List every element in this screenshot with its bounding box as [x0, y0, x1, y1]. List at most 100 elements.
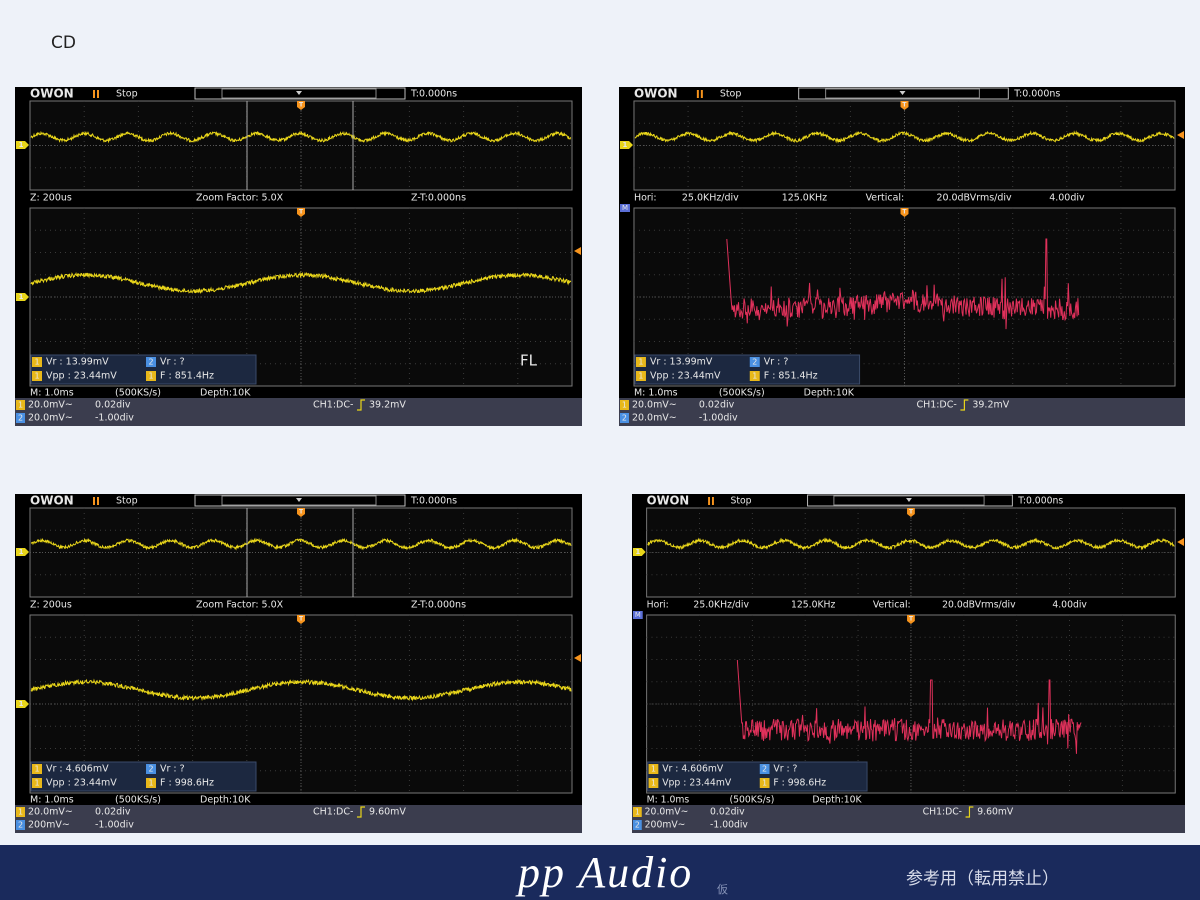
status-text: Depth:10K [200, 795, 251, 806]
zoom-waveform [30, 678, 572, 702]
trigger-time: T:0.000ns [410, 496, 457, 507]
channel-marker [16, 293, 29, 301]
channel-badge [648, 764, 659, 774]
brand-sub: 仮 [717, 883, 728, 896]
channel-badge-label: 1 [651, 764, 656, 773]
channel-badge [16, 413, 25, 423]
info-text: 125.0KHz [791, 599, 835, 610]
trigger-level: 9.60mV [369, 807, 406, 818]
info-text: Z-T:0.000ns [411, 600, 466, 611]
math-marker-label: M [635, 611, 641, 619]
bottom-bar [15, 398, 582, 426]
trigger-time: T:0.000ns [410, 89, 457, 100]
trigger-time: T:0.000ns [1017, 495, 1063, 506]
trigger-coupling: CH1:DC- [923, 806, 962, 817]
trigger-marker [900, 101, 909, 110]
pause-bar [700, 90, 703, 98]
trigger-marker [297, 101, 305, 110]
measurement: Vr : ? [160, 357, 185, 368]
pause-bar [708, 497, 711, 505]
measurement: Vr : ? [773, 763, 797, 774]
time-slider-window [221, 495, 377, 506]
trigger-marker-label: T [299, 616, 304, 623]
channel-marker [16, 141, 29, 149]
info-text: 4.00div [1049, 192, 1085, 203]
info-text: Vertical: [866, 192, 905, 203]
pause-bar [93, 497, 95, 505]
overview-waveform [30, 130, 572, 144]
status-text: M: 1.0ms [30, 795, 74, 806]
channel-badge-label: 1 [762, 778, 767, 787]
fft-spectrum [736, 659, 1082, 754]
trigger-level: 39.2mV [972, 399, 1009, 410]
channel-marker [632, 548, 646, 556]
oscilloscope-screen: OWON Stop T:0.000ns T 1 M T Hori: 25.0KHz/div 125… [632, 494, 1185, 833]
status-text: M: 1.0ms [634, 387, 678, 398]
run-state: Stop [731, 495, 752, 506]
channel-badge [32, 778, 42, 788]
bottom-bar [619, 398, 1185, 426]
measurement: Vr : ? [160, 764, 185, 775]
trigger-edge [960, 399, 969, 411]
measurement: Vr : ? [764, 356, 789, 367]
run-state: Stop [720, 88, 742, 99]
pause-bar [97, 497, 99, 505]
channel-offset: -1.00div [710, 819, 748, 830]
channel-badge [759, 778, 770, 788]
trigger-marker-label: T [299, 209, 304, 216]
measurement: F : 851.4Hz [160, 371, 214, 382]
channel-offset: 0.02div [699, 399, 735, 410]
trigger-marker-label: T [902, 208, 907, 215]
channel-badge-label: 1 [638, 371, 643, 380]
channel-badge-label: 2 [635, 820, 640, 829]
oscilloscope-screen: OWON Stop T:0.000ns T 1 1 T Z: 200us Zoom Factor… [15, 87, 582, 426]
trigger-marker-label: T [909, 509, 913, 515]
channel-badge [619, 413, 629, 423]
pause-bar [93, 90, 95, 98]
measure-box [30, 354, 257, 385]
logo: OWON [647, 494, 690, 508]
math-marker [619, 204, 630, 212]
channel-badge [32, 371, 42, 381]
channel-badge-label: 2 [18, 821, 23, 830]
channel-badge-label: 1 [34, 372, 39, 381]
channel-scale: 200mV~ [645, 819, 686, 830]
slider-pointer [906, 498, 912, 502]
bottom-bar [632, 805, 1185, 833]
channel-badge-label: 1 [18, 401, 23, 410]
trigger-marker-label: T [902, 101, 907, 108]
channel-marker-label: 1 [19, 548, 24, 556]
time-slider [194, 494, 406, 507]
channel-badge-label: 1 [752, 371, 757, 380]
fft-spectrum [726, 238, 1080, 330]
pause-bar [696, 90, 699, 98]
info-text: 4.00div [1052, 599, 1087, 610]
run-state: Stop [116, 496, 138, 507]
channel-marker [16, 700, 29, 708]
channel-badge [32, 357, 42, 367]
channel-badge [635, 357, 646, 367]
time-slider-window [833, 495, 985, 506]
channel-badge [16, 807, 25, 817]
info-text: Hori: [647, 599, 669, 610]
channel-offset: -1.00div [699, 412, 738, 423]
channel-marker-label: 1 [19, 141, 24, 149]
channel-scale: 20.0mV~ [28, 807, 73, 818]
channel-scale: 20.0mV~ [28, 413, 73, 424]
channel-badge-label: 2 [762, 764, 767, 773]
channel-offset: -1.00div [95, 820, 134, 831]
level-marker [574, 247, 581, 255]
channel-badge-label: 1 [18, 808, 23, 817]
trigger-coupling: CH1:DC- [313, 400, 353, 411]
run-state: Stop [116, 89, 138, 100]
measurement: Vr : 4.606mV [46, 764, 109, 775]
math-marker [632, 611, 643, 619]
status-text: (500KS/s) [115, 388, 161, 399]
footer-note: 参考用（転用禁止） [906, 869, 1059, 889]
channel-label: FL [520, 352, 538, 370]
trigger-marker-label: T [299, 509, 304, 516]
channel-scale: 20.0mV~ [632, 412, 677, 423]
channel-scale: 20.0mV~ [632, 399, 677, 410]
overview-waveform [31, 537, 572, 551]
